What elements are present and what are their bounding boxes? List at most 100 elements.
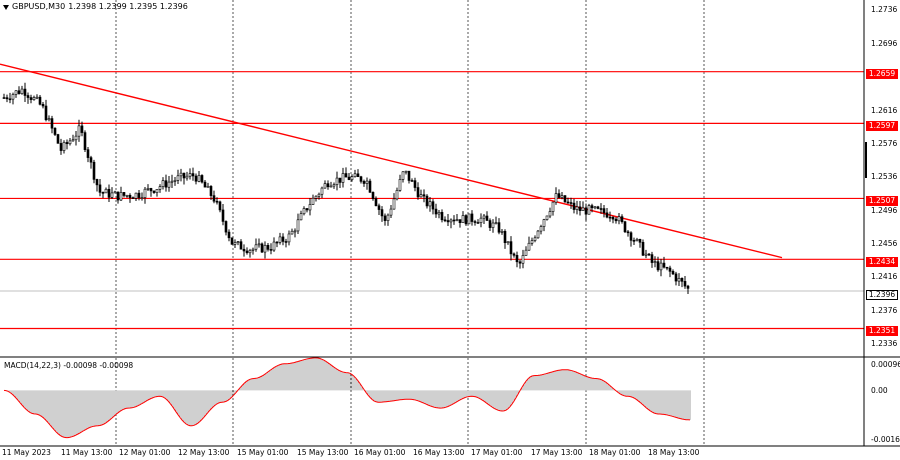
- candle-body: [131, 197, 135, 199]
- candle-body: [257, 243, 261, 246]
- candle-body: [239, 241, 243, 250]
- candle-body: [305, 208, 309, 211]
- candle-body: [176, 175, 180, 181]
- candle-body: [380, 209, 384, 217]
- candle-body: [38, 96, 42, 105]
- candle-body: [92, 161, 96, 180]
- candle-body: [644, 253, 648, 256]
- candle-body: [62, 142, 66, 151]
- candle-body: [665, 266, 669, 269]
- candle-body: [113, 191, 117, 194]
- candle-body: [317, 193, 321, 197]
- candle-body: [221, 209, 225, 222]
- candle-body: [464, 215, 468, 225]
- candle-body: [557, 193, 561, 198]
- candle-body: [83, 132, 87, 150]
- candle-body: [563, 195, 567, 203]
- candle-body: [536, 230, 540, 239]
- candle-body: [17, 90, 21, 94]
- horizontal-levels: [0, 71, 864, 330]
- collapse-triangle-icon[interactable]: [3, 4, 9, 10]
- candle-body: [518, 261, 522, 264]
- price-axis-label: 1.2416: [871, 272, 898, 281]
- candle-body: [530, 240, 534, 244]
- candle-body: [341, 173, 345, 183]
- time-axis-label: 15 May 13:00: [297, 448, 349, 457]
- macd-axis-label: -0.00168: [871, 435, 900, 444]
- candle-body: [2, 97, 6, 99]
- candle-body: [407, 170, 411, 181]
- candle-body: [416, 187, 420, 198]
- candle-body: [98, 184, 102, 193]
- candle-body: [500, 231, 504, 233]
- level-tag: 1.2507: [866, 196, 898, 206]
- candle-body: [494, 222, 498, 224]
- candle-body: [473, 221, 477, 223]
- candle-body: [179, 172, 183, 177]
- candle-body: [95, 179, 99, 186]
- candle-body: [584, 207, 588, 215]
- candle-body: [509, 241, 513, 255]
- candle-body: [683, 281, 687, 287]
- candle-body: [110, 192, 114, 198]
- macd-axis-label: 0.00: [871, 386, 888, 395]
- candle-body: [35, 96, 39, 99]
- trendline: [0, 63, 783, 259]
- candle-body: [548, 211, 552, 217]
- candle-body: [368, 180, 372, 193]
- candle-body: [248, 250, 252, 254]
- candle-body: [137, 192, 141, 198]
- candle-body: [542, 219, 546, 227]
- candle-body: [686, 285, 690, 289]
- candle-body: [293, 230, 297, 233]
- candle-body: [122, 192, 126, 196]
- macd-axis-label: 0.00096: [871, 360, 900, 369]
- candle-body: [335, 177, 339, 185]
- candle-body: [362, 181, 366, 184]
- candle-body: [206, 186, 210, 188]
- price-axis-label: 1.2536: [871, 172, 898, 181]
- candle-body: [356, 173, 360, 178]
- candle-body: [458, 219, 462, 224]
- candle-body: [278, 236, 282, 243]
- candle-body: [77, 125, 81, 137]
- candle-body: [227, 231, 231, 239]
- candle-body: [419, 194, 423, 198]
- candle-body: [503, 231, 507, 244]
- candle-body: [671, 271, 675, 275]
- candle-body: [350, 176, 354, 180]
- candle-body: [605, 212, 609, 218]
- candle-body: [392, 198, 396, 210]
- candle-body: [338, 177, 342, 183]
- candle-body: [659, 262, 663, 271]
- candle-body: [20, 88, 24, 94]
- candle-body: [452, 219, 456, 222]
- candle-body: [266, 245, 270, 250]
- candle-body: [14, 90, 18, 95]
- candle-body: [575, 206, 579, 210]
- candle-body: [653, 261, 657, 263]
- candle-body: [281, 236, 285, 242]
- candle-body: [629, 232, 633, 241]
- candle-body: [332, 184, 336, 187]
- candle-body: [461, 215, 465, 224]
- macd-signal-line: [3, 357, 691, 439]
- candle-body: [623, 221, 627, 233]
- candle-body: [401, 171, 405, 180]
- candle-body: [209, 186, 213, 196]
- price-axis-label: 1.2616: [871, 106, 898, 115]
- candle-body: [437, 212, 441, 215]
- candle-body: [41, 104, 45, 107]
- candle-body: [191, 173, 195, 177]
- candle-body: [521, 255, 525, 264]
- candle-body: [296, 219, 300, 232]
- candle-body: [662, 262, 666, 268]
- candle-body: [431, 201, 435, 210]
- candle-body: [578, 206, 582, 211]
- candle-body: [383, 215, 387, 221]
- candle-body: [593, 206, 597, 209]
- candle-body: [284, 241, 288, 243]
- candle-body: [155, 189, 159, 193]
